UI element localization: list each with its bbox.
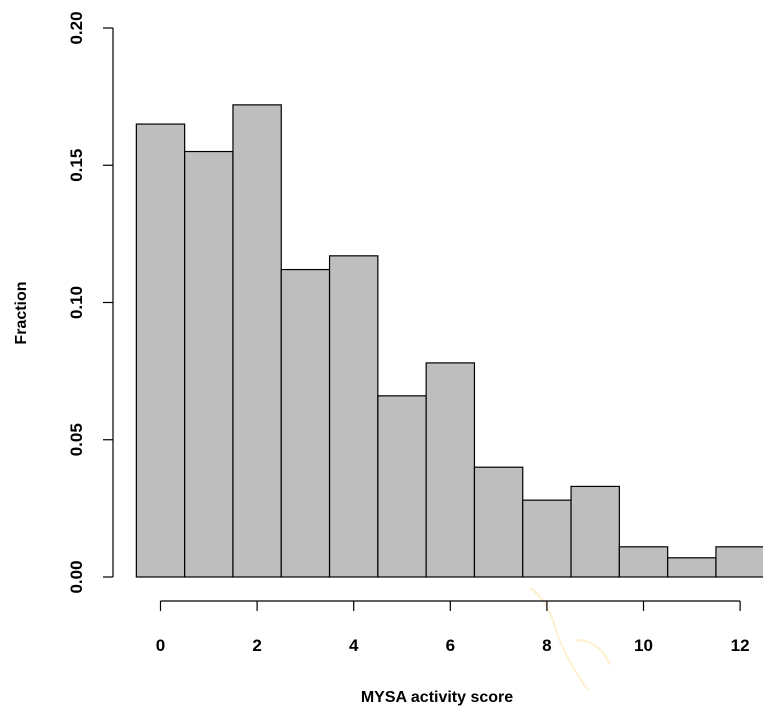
y-axis-title: Fraction xyxy=(13,281,30,344)
y-axis: 0.00 0.05 0.10 0.15 0.20 xyxy=(67,11,114,594)
histogram-bar xyxy=(570,485,620,578)
y-tick-label: 0.20 xyxy=(67,11,86,44)
x-tick-label: 4 xyxy=(349,636,359,655)
y-tick-label: 0.00 xyxy=(67,560,86,593)
histogram-bar xyxy=(184,150,234,578)
y-tick-label: 0.10 xyxy=(67,286,86,319)
histogram-bar xyxy=(232,104,282,578)
histogram-bar xyxy=(522,499,572,578)
histogram-bar xyxy=(328,255,379,578)
watermark xyxy=(529,587,611,691)
x-axis-title: MYSA activity score xyxy=(361,689,513,706)
x-tick-label: 12 xyxy=(731,636,750,655)
x-axis: 0 2 4 6 8 10 12 xyxy=(156,600,750,655)
histogram-bar xyxy=(618,546,669,578)
histogram-bar xyxy=(473,466,524,578)
y-tick-label: 0.05 xyxy=(67,423,86,456)
histogram-bar xyxy=(667,557,717,578)
x-tick-label: 6 xyxy=(446,636,455,655)
histogram-bar xyxy=(715,546,763,578)
x-tick-label: 0 xyxy=(156,636,165,655)
y-tick-label: 0.15 xyxy=(67,149,86,182)
bars xyxy=(135,104,763,578)
histogram-bar xyxy=(425,362,476,578)
histogram-bar xyxy=(135,123,186,578)
x-tick-label: 2 xyxy=(252,636,261,655)
histogram-bar xyxy=(377,395,427,578)
x-tick-label: 8 xyxy=(542,636,551,655)
x-tick-label: 10 xyxy=(634,636,653,655)
histogram-bar xyxy=(280,268,331,578)
